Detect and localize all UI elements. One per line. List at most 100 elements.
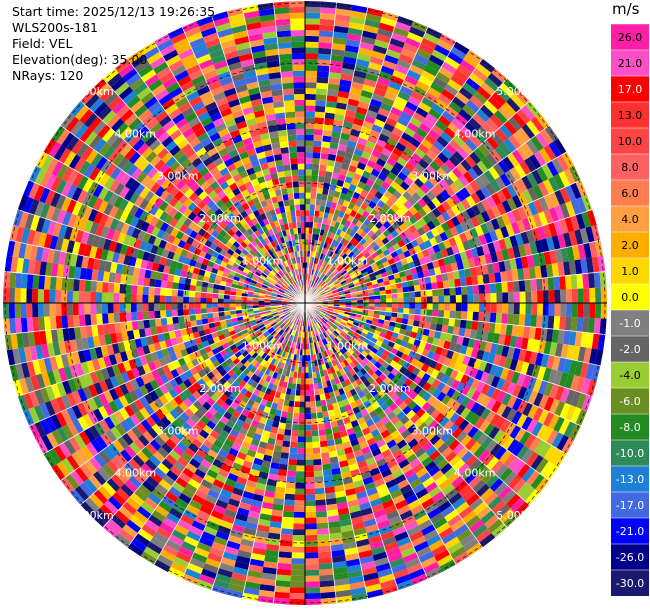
gate-cell: [247, 293, 254, 298]
gate-cell: [448, 439, 461, 451]
gate-cell: [391, 312, 398, 318]
gate-cell: [168, 266, 176, 276]
gate-cell: [399, 484, 413, 495]
gate-cell: [113, 397, 124, 411]
gate-cell: [173, 210, 183, 221]
gate-cell: [260, 232, 268, 240]
gate-cell: [328, 77, 341, 86]
gate-cell: [361, 427, 371, 436]
gate-cell: [75, 338, 84, 352]
gate-cell: [259, 293, 266, 297]
gate-cell: [333, 330, 340, 336]
gate-cell: [250, 159, 261, 168]
gate-cell: [194, 80, 209, 91]
gate-cell: [296, 465, 305, 472]
gate-cell: [274, 492, 285, 500]
gate-cell: [423, 561, 440, 574]
gate-cell: [334, 584, 351, 592]
gate-cell: [276, 433, 285, 441]
gate-cell: [32, 288, 39, 303]
gate-cell: [154, 505, 169, 518]
gate-cell: [227, 248, 235, 256]
gate-cell: [226, 163, 237, 173]
gate-cell: [281, 446, 290, 454]
gate-cell: [279, 313, 285, 318]
gate-cell: [288, 258, 293, 266]
gate-cell: [72, 351, 81, 365]
gate-cell: [535, 457, 549, 474]
gate-cell: [277, 291, 284, 295]
gate-cell: [243, 283, 250, 288]
gate-cell: [73, 314, 80, 328]
gate-cell: [266, 479, 277, 487]
gate-cell: [140, 146, 154, 160]
gate-cell: [278, 551, 292, 559]
gate-cell: [124, 176, 136, 190]
gate-cell: [268, 343, 275, 350]
gate-cell: [229, 306, 236, 311]
gate-cell: [267, 203, 275, 211]
gate-cell: [315, 505, 327, 512]
gate-cell: [490, 442, 503, 457]
gate-cell: [280, 212, 287, 219]
gate-cell: [18, 378, 29, 395]
gate-cell: [231, 572, 248, 582]
gate-cell: [214, 321, 221, 328]
gate-cell: [80, 89, 96, 105]
gate-cell: [148, 310, 155, 320]
gate-cell: [340, 524, 354, 533]
gate-cell: [258, 248, 265, 256]
gate-cell: [177, 357, 186, 367]
gate-cell: [239, 251, 247, 259]
gate-cell: [241, 299, 247, 303]
gate-cell: [287, 406, 295, 413]
gate-cell: [71, 451, 85, 467]
gate-cell: [309, 216, 315, 223]
gate-cell: [349, 87, 363, 96]
gate-cell: [348, 329, 356, 335]
gate-cell: [145, 371, 155, 383]
gate-cell: [312, 371, 317, 379]
gate-cell: [276, 354, 282, 362]
gate-cell: [597, 333, 606, 351]
gate-cell: [368, 340, 376, 348]
gate-cell: [328, 334, 335, 341]
gate-cell: [139, 186, 150, 199]
gate-cell: [184, 568, 201, 580]
gate-cell: [154, 387, 164, 398]
gate-cell: [185, 251, 194, 260]
gate-cell: [172, 149, 185, 161]
gate-cell: [480, 407, 492, 421]
gate-cell: [162, 265, 171, 275]
gate-cell: [553, 370, 564, 386]
gate-cell: [424, 415, 435, 427]
gate-cell: [357, 496, 370, 505]
gate-cell: [309, 389, 315, 396]
gate-cell: [90, 313, 98, 326]
gate-cell: [490, 303, 497, 314]
gate-cell: [548, 383, 560, 399]
gate-cell: [318, 429, 326, 436]
gate-cell: [235, 368, 243, 377]
gate-cell: [363, 325, 371, 332]
gate-cell: [235, 306, 242, 311]
gate-cell: [51, 429, 64, 446]
gate-cell: [12, 348, 21, 365]
gate-cell: [244, 353, 252, 361]
gate-cell: [270, 426, 279, 434]
gate-cell: [264, 294, 271, 298]
gate-cell: [249, 332, 257, 338]
gate-cell: [277, 264, 283, 271]
gate-cell: [159, 295, 166, 303]
gate-cell: [242, 4, 259, 14]
gate-cell: [486, 332, 495, 343]
gate-cell: [251, 246, 259, 254]
gate-cell: [104, 215, 114, 229]
gate-cell: [274, 106, 285, 114]
gate-cell: [6, 240, 16, 257]
gate-cell: [108, 240, 118, 252]
gate-cell: [325, 165, 334, 173]
gate-cell: [503, 512, 519, 528]
gate-cell: [61, 315, 69, 329]
gate-cell: [203, 525, 218, 537]
